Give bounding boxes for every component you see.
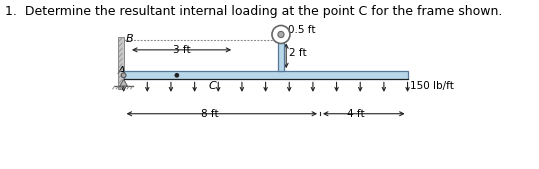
Text: 1.  Determine the resultant internal loading at the point C for the frame shown.: 1. Determine the resultant internal load… — [5, 5, 503, 18]
Bar — [278, 40, 284, 71]
Text: C: C — [209, 81, 217, 91]
Circle shape — [272, 26, 290, 43]
Circle shape — [175, 74, 178, 77]
Bar — [123, 71, 407, 79]
Text: 2 ft: 2 ft — [288, 48, 306, 58]
Circle shape — [121, 73, 126, 78]
Text: A: A — [118, 66, 125, 76]
Text: B: B — [125, 34, 133, 44]
Text: 150 lb/ft: 150 lb/ft — [410, 81, 454, 91]
Polygon shape — [120, 79, 127, 86]
Text: 0.5 ft: 0.5 ft — [288, 25, 315, 35]
Text: 3 ft: 3 ft — [173, 45, 190, 55]
Text: 4 ft: 4 ft — [347, 109, 364, 119]
Text: 8 ft: 8 ft — [201, 109, 219, 119]
Bar — [119, 37, 123, 89]
Circle shape — [278, 31, 284, 38]
